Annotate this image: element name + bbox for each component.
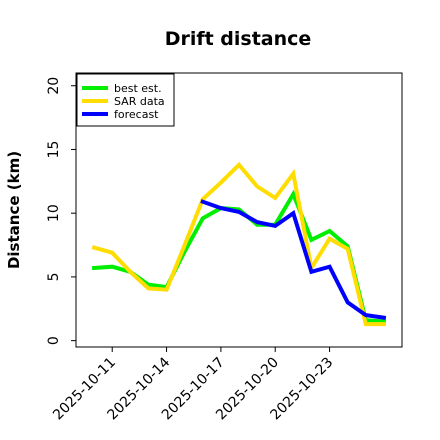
legend-label: best est.	[114, 82, 162, 95]
series-line-sar-data	[91, 161, 386, 327]
y-tick-label: 10	[46, 204, 62, 222]
legend-label: SAR data	[114, 95, 165, 108]
y-tick-label: 0	[46, 336, 62, 345]
y-axis: 0 5 10 15 20	[46, 77, 76, 345]
y-tick-label: 20	[46, 77, 62, 95]
x-axis: 2025-10-112025-10-142025-10-172025-10-20…	[50, 347, 336, 423]
y-tick-label: 15	[46, 141, 62, 159]
y-axis-label: Distance (km)	[5, 151, 23, 269]
chart-title: Drift distance	[165, 28, 312, 50]
series-line-forecast	[200, 199, 387, 320]
series-lines	[91, 161, 387, 327]
legend-label: forecast	[114, 108, 159, 121]
y-tick-label: 5	[46, 272, 62, 281]
